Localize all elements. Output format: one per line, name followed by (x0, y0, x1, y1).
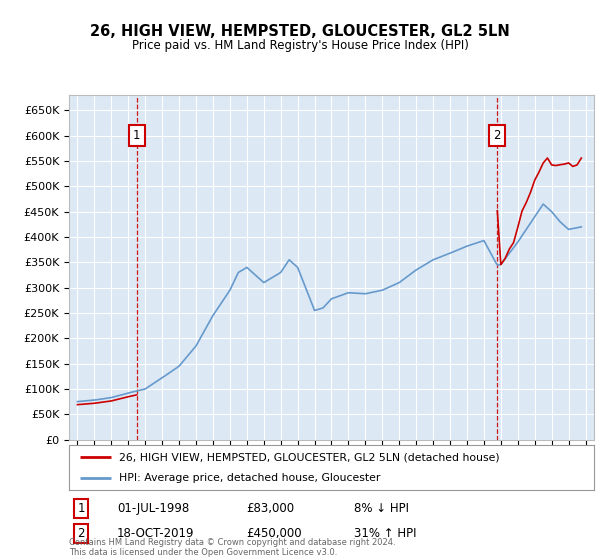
Text: 26, HIGH VIEW, HEMPSTED, GLOUCESTER, GL2 5LN (detached house): 26, HIGH VIEW, HEMPSTED, GLOUCESTER, GL2… (119, 452, 499, 463)
Text: 8% ↓ HPI: 8% ↓ HPI (354, 502, 409, 515)
Text: 2: 2 (77, 527, 85, 540)
Text: £450,000: £450,000 (246, 527, 302, 540)
Text: 26, HIGH VIEW, HEMPSTED, GLOUCESTER, GL2 5LN: 26, HIGH VIEW, HEMPSTED, GLOUCESTER, GL2… (90, 24, 510, 39)
Text: 1: 1 (77, 502, 85, 515)
Text: 18-OCT-2019: 18-OCT-2019 (117, 527, 194, 540)
Text: Contains HM Land Registry data © Crown copyright and database right 2024.
This d: Contains HM Land Registry data © Crown c… (69, 538, 395, 557)
Text: HPI: Average price, detached house, Gloucester: HPI: Average price, detached house, Glou… (119, 473, 380, 483)
Text: 2: 2 (494, 129, 501, 142)
Text: 01-JUL-1998: 01-JUL-1998 (117, 502, 189, 515)
Text: 1: 1 (133, 129, 140, 142)
Text: Price paid vs. HM Land Registry's House Price Index (HPI): Price paid vs. HM Land Registry's House … (131, 39, 469, 52)
Text: £83,000: £83,000 (246, 502, 294, 515)
Text: 31% ↑ HPI: 31% ↑ HPI (354, 527, 416, 540)
